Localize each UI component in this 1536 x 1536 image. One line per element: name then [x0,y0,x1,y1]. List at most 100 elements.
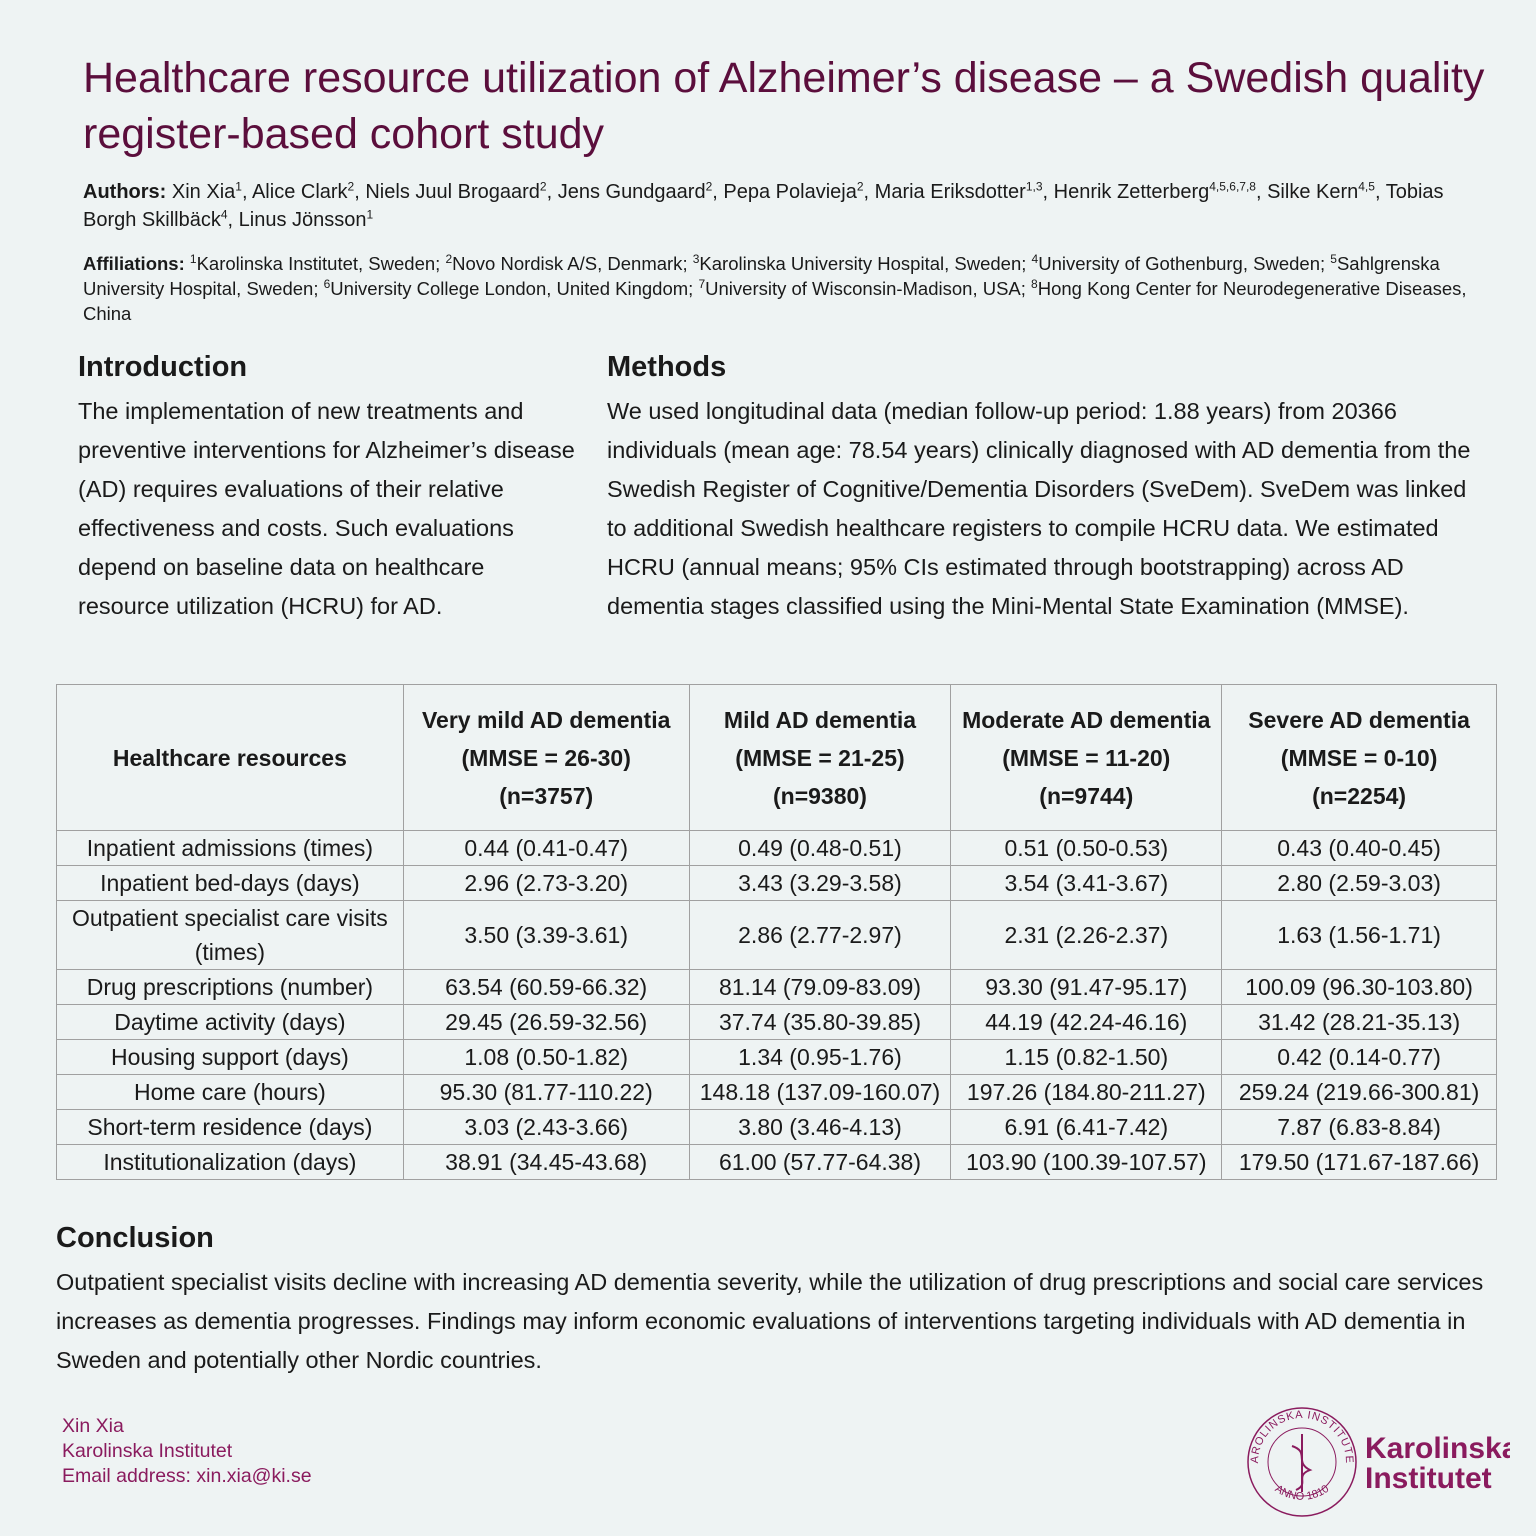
heading: Methods [607,351,727,383]
heading: Conclusion [56,1222,214,1254]
author-name: Maria Eriksdotter [874,181,1026,203]
paragraph: The implementation of new treatments and… [78,398,575,619]
table-cell: 0.44 (0.41-0.47) [402,830,690,866]
author-affiliation: 4,5 [1358,179,1375,194]
table-row: Institutionalization (days) 38.91 (34.45-… [56,1144,1497,1180]
affiliation: Novo Nordisk A/S, Denmark [452,253,683,274]
table-cell: 0.42 (0.14-0.77) [1221,1039,1497,1075]
table-cell: Inpatient admissions (times) [56,830,404,866]
author-affiliation: 1 [366,207,374,222]
table-cell: Home care (hours) [56,1074,404,1110]
table-cell: 0.51 (0.50-0.53) [950,830,1223,866]
header-line: (MMSE = 21-25) [735,744,905,771]
table-cell: 1.34 (0.95-1.76) [688,1039,952,1075]
logo: KAROLINSKA INSTITUTET ANNO 1810 Karolins… [1240,1400,1510,1517]
separator: ; [1319,253,1331,274]
table-cell: 6.91 (6.41-7.42) [950,1109,1223,1145]
table-cell: 1.63 (1.56-1.71) [1221,900,1497,970]
separator: , [1255,181,1268,203]
header-line: Mild AD dementia [723,706,917,733]
table-cell: 100.09 (96.30-103.80) [1221,969,1497,1005]
paragraph: We used longitudinal data (median follow… [607,398,1471,619]
table-cell: Housing support (days) [56,1039,404,1075]
table-cell: 61.00 (57.77-64.38) [688,1144,952,1180]
table-cell: 148.18 (137.09-160.07) [688,1074,952,1110]
table-cell: 93.30 (91.47-95.17) [950,969,1223,1005]
table-cell: 2.80 (2.59-3.03) [1221,865,1497,901]
table-cell: 31.42 (28.21-35.13) [1221,1004,1497,1040]
seal-emblem [1291,1434,1313,1492]
authors: Authors: Xin Xia1, Alice Clark2, Niels J… [83,178,1483,234]
separator: , [354,181,366,203]
header-cell: Very mild AD dementia (MMSE = 26-30) (n=37… [402,684,690,831]
author-name: Jens Gundgaard [557,181,706,203]
table-cell: 2.86 (2.77-2.97) [688,900,952,970]
contact-line: Xin Xia [62,1415,124,1437]
table-cell: 0.43 (0.40-0.45) [1221,830,1497,866]
separator: , [1374,181,1386,203]
affiliation-number: 5 [1330,251,1337,266]
author-name: Alice Clark [251,181,348,203]
table-cell: 95.30 (81.77-110.22) [402,1074,690,1110]
table-row: Home care (hours) 95.30 (81.77-110.22) 148… [56,1074,1497,1110]
contact-line: Email address: xin.xia@ki.se [62,1465,312,1487]
header-line: Moderate AD dementia [962,706,1211,733]
table-cell: 0.49 (0.48-0.51) [688,830,952,866]
table-row: Outpatient specialist care visits (times… [56,900,1497,970]
affiliation: Sahlgrenska University Hospital, Sweden [83,253,1440,299]
table-row: Daytime activity (days) 29.45 (26.59-32.5… [56,1004,1497,1040]
author-name: Niels Juul Brogaard [365,181,540,203]
author-affiliation: 4 [220,207,228,222]
table-cell: 3.03 (2.43-3.66) [402,1109,690,1145]
table-cell: 38.91 (34.45-43.68) [402,1144,690,1180]
affiliations-label: Affiliations: [83,253,185,274]
table-cell: Short-term residence (days) [56,1109,404,1145]
author-affiliation: 1,3 [1025,179,1043,194]
table-cell: Outpatient specialist care visits (times… [56,900,404,970]
affiliations: Affiliations: 1Karolinska Institutet, Sw… [83,251,1483,326]
contact: Xin Xia Karolinska Institutet Email addres… [62,1414,312,1489]
separator: , [1042,181,1054,203]
header-cell: Moderate AD dementia (MMSE = 11-20) (n=974… [950,684,1223,831]
table-cell: 3.50 (3.39-3.61) [402,900,690,970]
author-name: Tobias Borgh Skillbäck [83,181,1444,231]
table-row: Housing support (days) 1.08 (0.50-1.82) 1.… [56,1039,1497,1075]
affiliation: University of Gothenburg, Sweden [1038,253,1320,274]
affiliation-number: 7 [698,276,706,291]
table-cell: 2.31 (2.26-2.37) [950,900,1223,970]
table-cell: 63.54 (60.59-66.32) [402,969,690,1005]
header-row: Healthcare resources Very mild AD dementi… [56,684,1497,831]
separator: ; [682,253,693,274]
header-cell: Mild AD dementia (MMSE = 21-25) (n=9380) [688,684,952,831]
author-name: Xin Xia [171,181,236,203]
header-cell: Healthcare resources [56,684,404,831]
author-affiliation: 2 [539,179,547,194]
table-cell: Inpatient bed-days (days) [56,865,404,901]
seal-text: ANNO 1810 [1273,1483,1332,1503]
author-name: Linus Jönsson [238,209,367,231]
table-cell: 103.90 (100.39-107.57) [950,1144,1223,1180]
introduction: Introduction The implementation of new t… [78,350,578,626]
affiliation: University of Wisconsin-Madison, USA [705,278,1021,299]
header-line: (MMSE = 26-30) [461,744,631,771]
affiliation-number: 3 [692,251,700,266]
separator: ; [435,253,446,274]
heading: Introduction [78,351,248,383]
header-line: (MMSE = 11-20) [1002,744,1171,771]
logo-name: Karolinska [1365,1432,1510,1465]
table-cell: 1.15 (0.82-1.50) [950,1039,1223,1075]
author-name: Silke Kern [1267,181,1359,203]
affiliation: Karolinska University Hospital, Sweden [699,253,1022,274]
table-row: Inpatient admissions (times) 0.44 (0.41-0… [56,830,1497,866]
authors-label: Authors: [83,181,167,203]
separator: ; [313,278,324,299]
affiliation: University College London, United Kingdo… [330,278,689,299]
author-affiliation: 2 [856,179,864,194]
header-line: Severe AD dementia [1248,706,1470,733]
table-cell: 44.19 (42.24-46.16) [950,1004,1223,1040]
separator: ; [1020,278,1032,299]
author-affiliation: 2 [347,179,355,194]
seal-inner [1267,1427,1337,1497]
table-row: Inpatient bed-days (days) 2.96 (2.73-3.20… [56,865,1497,901]
